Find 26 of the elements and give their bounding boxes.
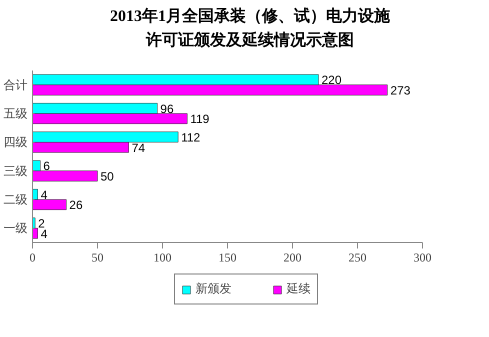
y-tick-label: 二级 — [4, 192, 28, 206]
x-tick-label: 0 — [30, 250, 36, 264]
data-label: 220 — [322, 73, 342, 88]
data-label: 119 — [190, 112, 210, 126]
data-label: 6 — [43, 159, 50, 174]
x-tick-label: 150 — [218, 250, 236, 264]
data-label: 26 — [69, 198, 83, 212]
x-tick-label: 250 — [348, 250, 366, 264]
legend-label: 延续 — [286, 280, 310, 298]
x-tick-label: 50 — [92, 250, 104, 264]
x-tick-label: 100 — [154, 250, 172, 264]
chart-title: 2013年1月全国承装（修、试）电力设施许可证颁发及延续情况示意图 — [109, 6, 391, 51]
legend-label: 新颁发 — [196, 280, 232, 298]
y-tick-label: 合计 — [4, 78, 28, 92]
y-tick-label: 四级 — [4, 135, 28, 150]
data-label: 273 — [390, 83, 411, 98]
y-tick-label: 三级 — [4, 164, 28, 178]
x-tick-label: 200 — [284, 250, 302, 264]
data-label: 4 — [40, 188, 48, 202]
y-tick-label: 五级 — [4, 106, 28, 120]
data-label: 50 — [100, 169, 114, 184]
data-label: 96 — [160, 102, 174, 116]
data-label: 74 — [132, 140, 146, 155]
data-label: 112 — [181, 130, 201, 145]
y-tick-label: 一级 — [4, 221, 28, 236]
x-tick-label: 300 — [414, 250, 432, 264]
